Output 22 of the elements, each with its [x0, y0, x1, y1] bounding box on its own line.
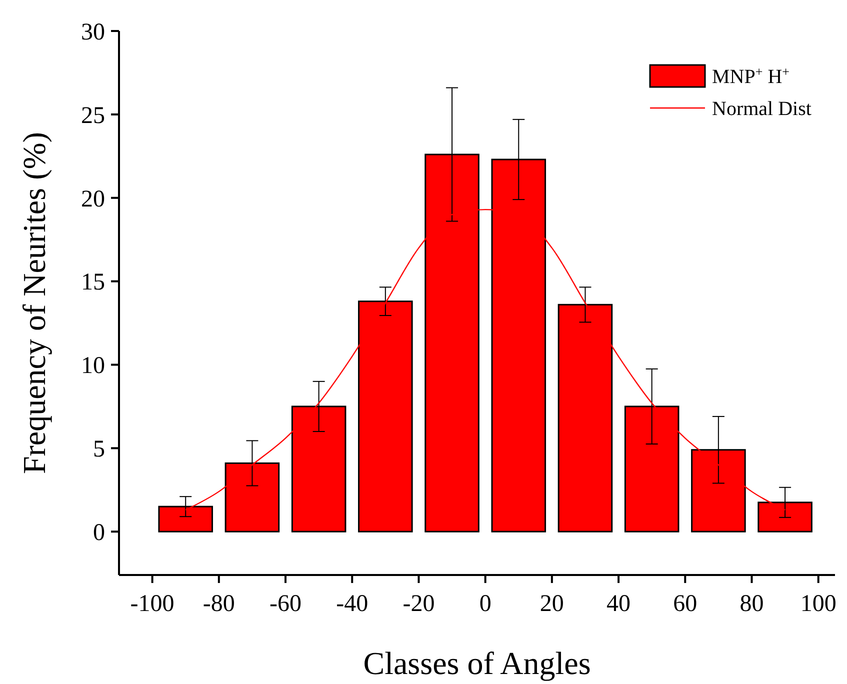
legend-label: MNP$^{+}$ H$^{+}$: [712, 64, 790, 88]
x-tick-label: -100: [130, 591, 174, 617]
y-tick-label: 20: [81, 186, 105, 212]
legend-label: Normal Dist: [712, 98, 812, 120]
x-tick-label: 20: [540, 591, 564, 617]
x-axis-title: Classes of Angles: [363, 645, 591, 681]
x-tick-label: 60: [673, 591, 698, 617]
y-tick-label: 0: [93, 520, 105, 546]
y-axis-title: Frequency of Neurites (%): [16, 132, 52, 474]
x-tick-label: -20: [402, 591, 435, 617]
y-tick-label: 5: [93, 436, 105, 463]
y-tick-label: 15: [81, 270, 105, 296]
x-tick-label: 100: [800, 591, 836, 617]
y-tick-label: 30: [81, 19, 105, 46]
x-tick-label: 0: [479, 591, 492, 617]
x-tick-label: 40: [606, 591, 631, 617]
x-tick-label: -40: [336, 591, 368, 617]
x-tick-label: -60: [270, 591, 302, 617]
y-tick-label: 25: [81, 102, 105, 129]
x-tick-label: -80: [202, 591, 235, 617]
x-tick-label: 80: [740, 591, 764, 617]
y-tick-label: 10: [81, 353, 105, 380]
